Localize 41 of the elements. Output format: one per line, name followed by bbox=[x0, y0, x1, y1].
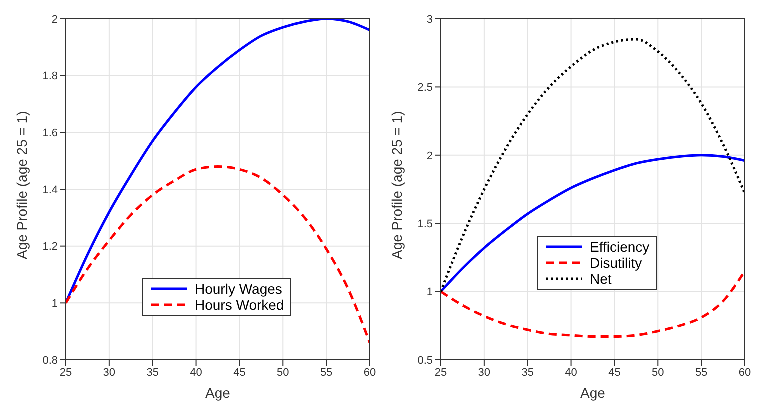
y-tick-label: 1.2 bbox=[42, 241, 58, 254]
x-tick-label: 25 bbox=[434, 366, 448, 379]
x-tick-label: 40 bbox=[190, 366, 202, 379]
y-tick-label: 1.8 bbox=[42, 70, 58, 83]
x-tick-label: 55 bbox=[320, 366, 333, 379]
x-tick-label: 45 bbox=[234, 366, 246, 379]
x-tick-label: 25 bbox=[60, 366, 72, 379]
x-tick-label: 50 bbox=[277, 366, 290, 379]
y-axis-title: Age Profile (age 25 = 1) bbox=[14, 111, 30, 260]
x-tick-label: 40 bbox=[565, 366, 578, 379]
line-series bbox=[66, 166, 370, 344]
x-tick-label: 35 bbox=[146, 366, 159, 379]
y-tick-label: 1 bbox=[52, 298, 58, 310]
y-tick-label: 0.5 bbox=[418, 354, 433, 367]
y-tick-label: 2 bbox=[52, 14, 58, 26]
x-tick-label: 50 bbox=[652, 366, 664, 379]
y-tick-label: 1 bbox=[426, 286, 433, 299]
legend-label: Hourly Wages bbox=[195, 281, 282, 297]
legend-label: Hours Worked bbox=[195, 297, 284, 313]
y-tick-label: 0.8 bbox=[42, 354, 58, 367]
y-tick-label: 1.6 bbox=[42, 128, 58, 140]
line-series bbox=[441, 38, 745, 294]
legend-label: Efficiency bbox=[590, 239, 650, 255]
x-axis-title: Age bbox=[206, 385, 231, 401]
y-tick-label: 1.4 bbox=[42, 184, 58, 196]
legend-label: Net bbox=[590, 271, 612, 287]
legend-label: Disutility bbox=[590, 255, 642, 271]
y-tick-label: 3 bbox=[426, 14, 433, 26]
y-tick-label: 2 bbox=[426, 150, 433, 162]
y-tick-label: 1.5 bbox=[418, 218, 433, 231]
x-tick-label: 60 bbox=[364, 366, 376, 379]
x-tick-label: 45 bbox=[608, 366, 621, 379]
x-tick-label: 55 bbox=[695, 366, 708, 379]
line-series bbox=[441, 154, 745, 294]
y-axis-title: Age Profile (age 25 = 1) bbox=[388, 111, 405, 260]
x-tick-label: 30 bbox=[103, 366, 116, 379]
x-axis-title: Age bbox=[580, 385, 606, 401]
x-tick-label: 35 bbox=[522, 366, 534, 379]
x-tick-label: 60 bbox=[738, 366, 752, 379]
x-tick-label: 30 bbox=[478, 366, 491, 379]
y-tick-label: 2.5 bbox=[418, 82, 433, 94]
